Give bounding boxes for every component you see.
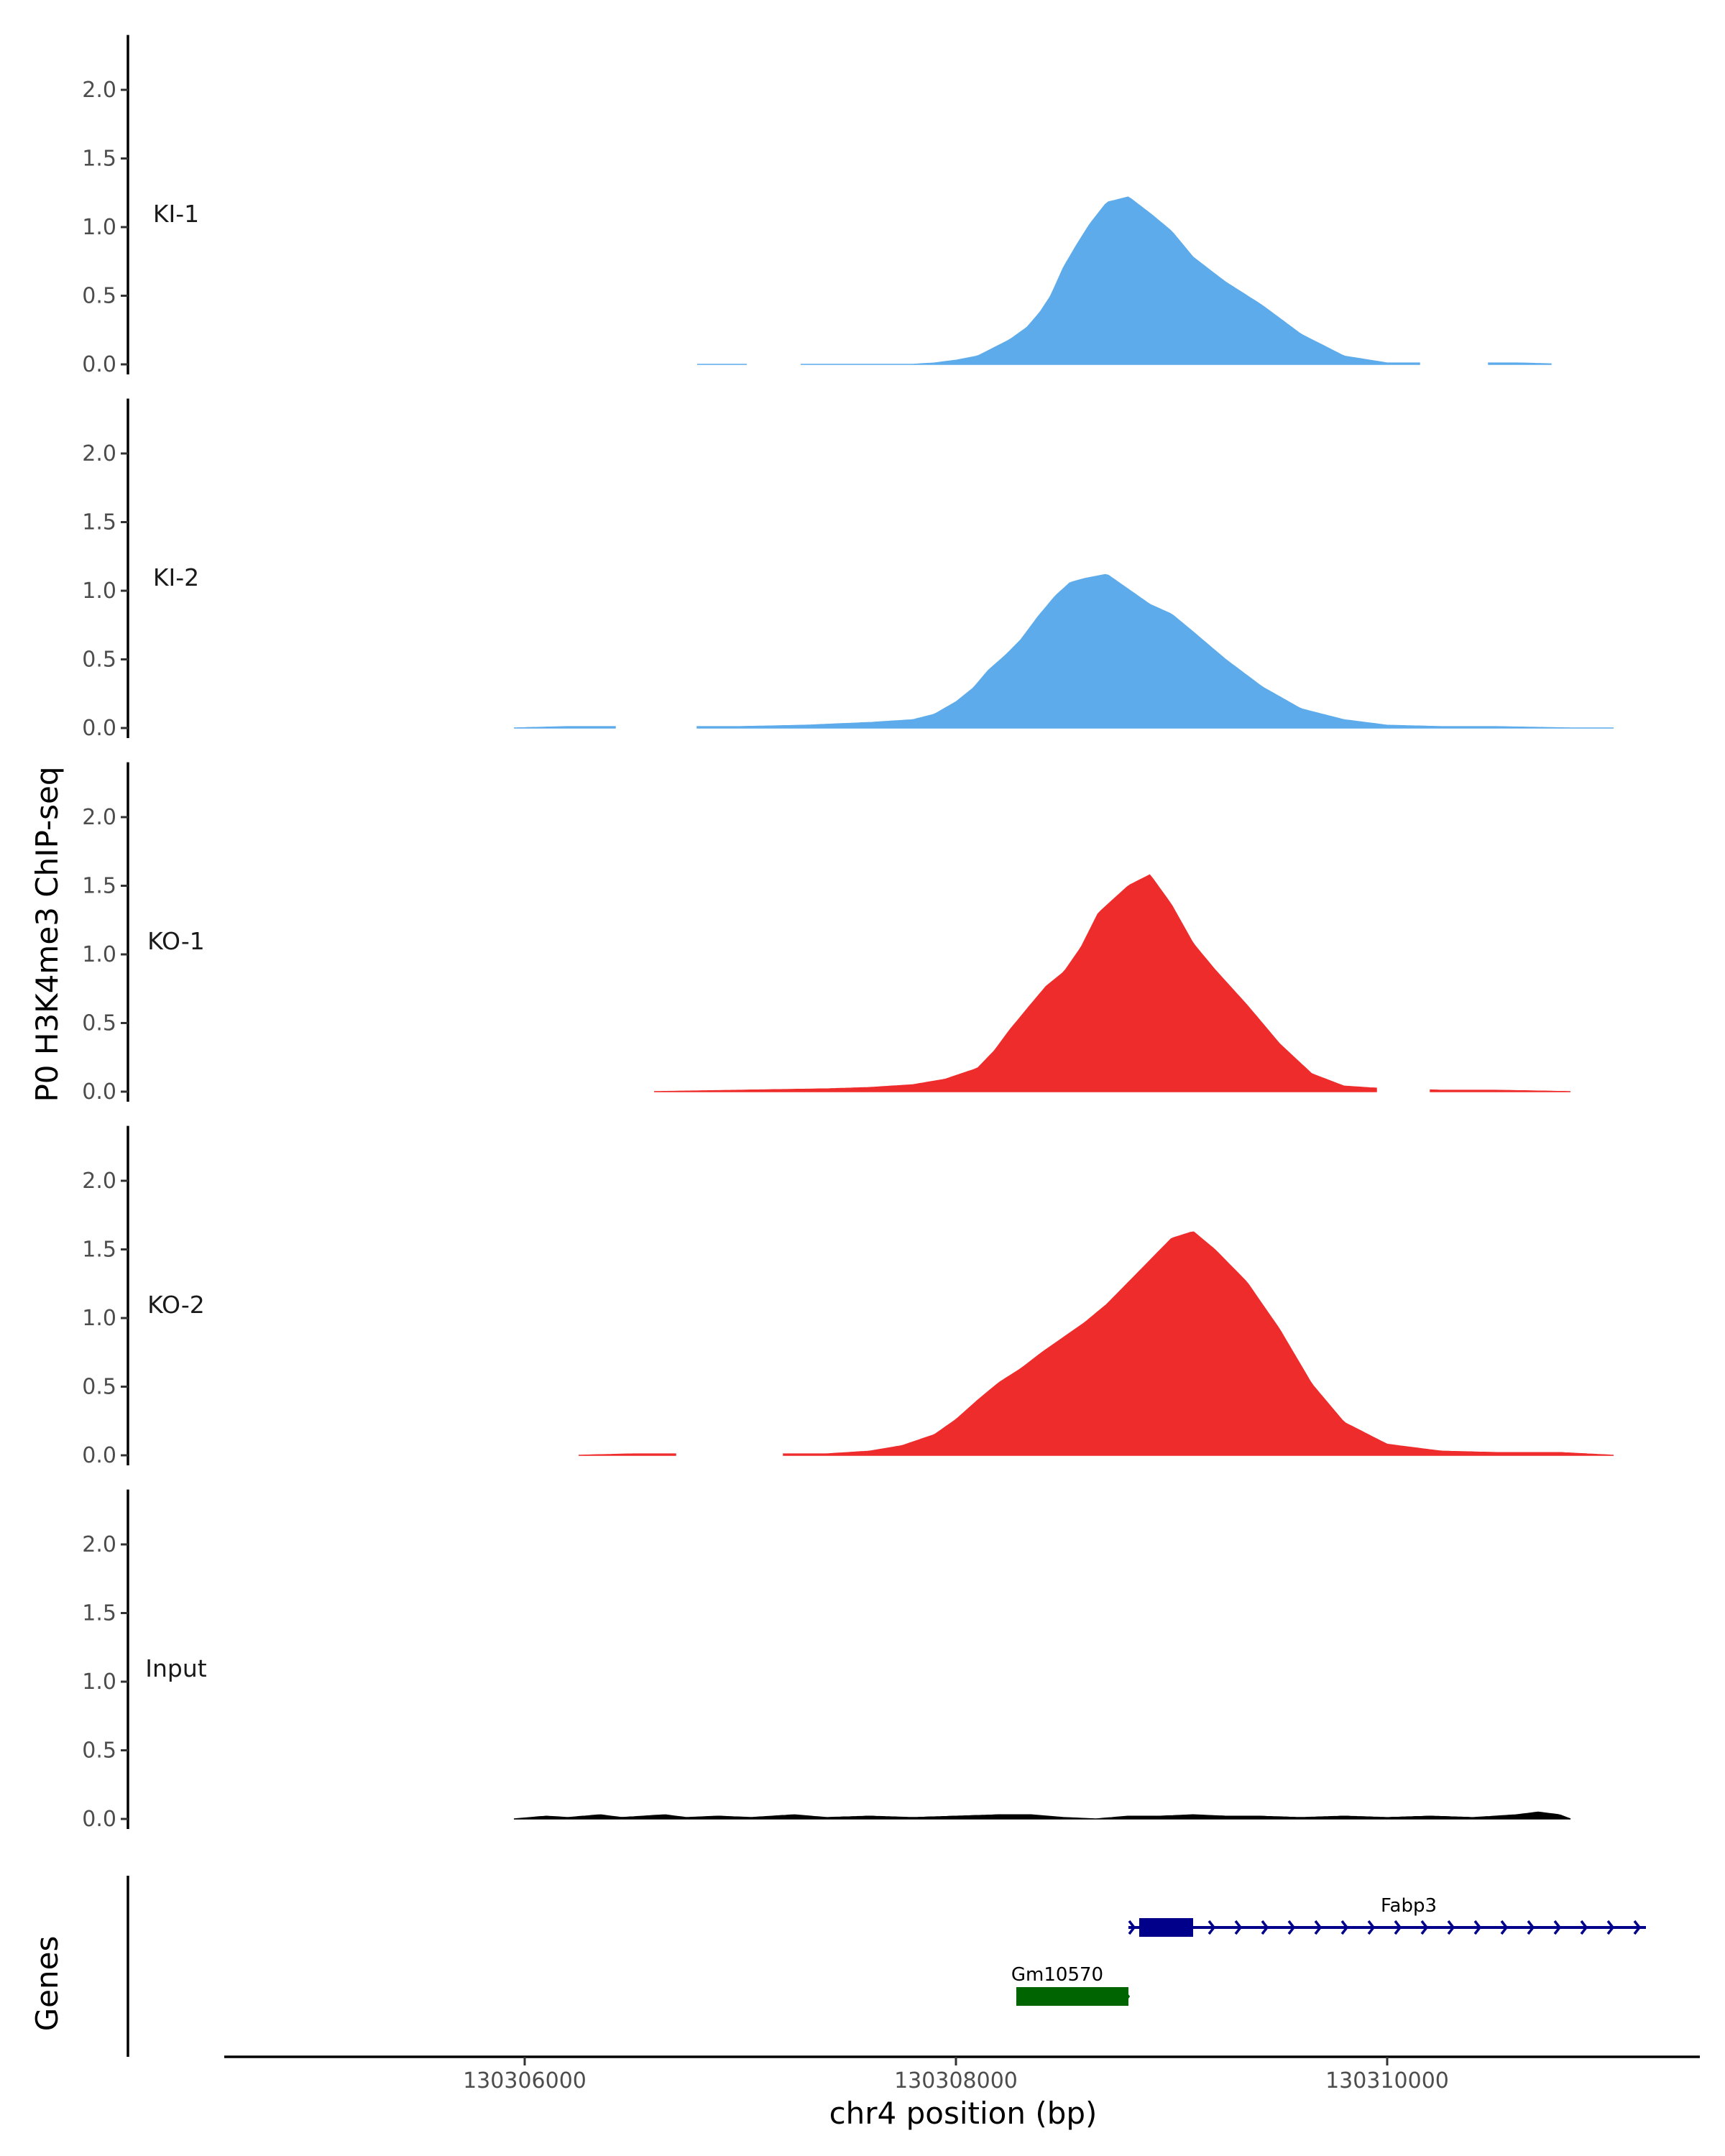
signal-area — [513, 1811, 1571, 1820]
y-tick-label: 2.0 — [82, 441, 116, 466]
signal-area — [783, 1231, 1614, 1456]
track-input: 0.0 0.5 1.0 1.5 2.0 Input — [82, 1489, 1571, 1832]
track-ko-1: 0.0 0.5 1.0 1.5 2.0 KO-1 — [82, 762, 1571, 1105]
y-tick-label: 0.5 — [82, 1011, 116, 1036]
y-tick-label: 1.0 — [82, 215, 116, 240]
gene-gm10570: Gm10570 — [1011, 1964, 1131, 2006]
signal-area — [801, 196, 1420, 365]
y-tick-label: 0.5 — [82, 1738, 116, 1764]
strand-arrow — [1633, 1920, 1642, 1935]
y-tick-label: 2.0 — [82, 78, 116, 103]
gene-label: Fabp3 — [1381, 1895, 1437, 1917]
strand-arrow — [1394, 1920, 1402, 1935]
gene-exon — [1016, 1987, 1128, 2006]
x-tick-label: 130308000 — [894, 2068, 1018, 2093]
strand-arrow — [1527, 1920, 1535, 1935]
y-tick-label: 1.0 — [82, 942, 116, 967]
x-tick-label: 130310000 — [1325, 2068, 1449, 2093]
y-tick-label: 0.0 — [82, 1443, 116, 1468]
track-label: KI-2 — [153, 563, 199, 591]
strand-arrow — [1553, 1920, 1562, 1935]
y-tick-label: 2.0 — [82, 1169, 116, 1194]
track-ki-2: 0.0 0.5 1.0 1.5 2.0 KI-2 — [82, 398, 1614, 741]
x-axis-title: chr4 position (bp) — [829, 2096, 1098, 2131]
track-ki-1: 0.0 0.5 1.0 1.5 2.0 KI-1 — [82, 34, 1552, 377]
gene-label: Gm10570 — [1011, 1964, 1103, 1986]
y-tick-label: 0.5 — [82, 284, 116, 309]
strand-arrow — [1606, 1920, 1615, 1935]
y-tick-label: 0.0 — [82, 1079, 116, 1105]
track-label: KO-1 — [147, 927, 205, 955]
y-tick-label: 1.5 — [82, 1601, 116, 1626]
genes-axis-title: Genes — [29, 1936, 65, 2032]
signal-area — [578, 1453, 676, 1456]
signal-tracks: 0.00.51.01.52.0KI-10.00.51.01.52.0KI-20.… — [82, 34, 1614, 1832]
y-tick-label: 0.0 — [82, 1807, 116, 1832]
track-label: Input — [145, 1654, 207, 1682]
strand-arrow — [1367, 1920, 1376, 1935]
track-label: KI-1 — [153, 200, 199, 228]
strand-arrow — [1314, 1920, 1322, 1935]
y-tick-label: 1.5 — [82, 510, 116, 535]
y-axis-title: P0 H3K4me3 ChIP-seq — [29, 766, 65, 1102]
genes-track: Fabp3 Gm10570 — [126, 1876, 1646, 2057]
y-tick-label: 1.0 — [82, 579, 116, 604]
gene-fabp3: Fabp3 — [1128, 1895, 1646, 1937]
y-tick-label: 1.5 — [82, 147, 116, 172]
y-tick-label: 0.5 — [82, 1375, 116, 1400]
strand-arrow — [1500, 1920, 1509, 1935]
y-tick-label: 2.0 — [82, 1532, 116, 1557]
strand-arrow — [1234, 1920, 1243, 1935]
x-tick-label: 130306000 — [463, 2068, 586, 2093]
y-tick-label: 0.0 — [82, 352, 116, 377]
signal-area — [696, 573, 1614, 729]
strand-arrow — [1447, 1920, 1455, 1935]
y-tick-label: 1.0 — [82, 1306, 116, 1331]
strand-arrow — [1420, 1920, 1429, 1935]
y-tick-label: 0.0 — [82, 716, 116, 741]
y-tick-label: 2.0 — [82, 805, 116, 830]
x-axis: 130306000 130308000 130310000 — [224, 2055, 1700, 2093]
strand-arrow — [1287, 1920, 1296, 1935]
signal-area — [513, 726, 616, 729]
signal-area — [653, 874, 1377, 1092]
track-label: KO-2 — [147, 1291, 205, 1319]
signal-area — [1430, 1089, 1571, 1092]
y-tick-label: 1.5 — [82, 874, 116, 899]
signal-area — [1488, 362, 1552, 365]
strand-arrow — [1208, 1920, 1216, 1935]
strand-arrow — [1128, 1920, 1136, 1935]
y-tick-label: 1.0 — [82, 1669, 116, 1695]
gene-exon — [1139, 1918, 1193, 1937]
y-tick-label: 1.5 — [82, 1238, 116, 1263]
strand-arrow — [1340, 1920, 1349, 1935]
y-tick-label: 0.5 — [82, 648, 116, 673]
strand-arrow — [1580, 1920, 1588, 1935]
track-ko-2: 0.0 0.5 1.0 1.5 2.0 KO-2 — [82, 1125, 1614, 1468]
strand-arrow — [1261, 1920, 1269, 1935]
strand-arrow — [1473, 1920, 1482, 1935]
